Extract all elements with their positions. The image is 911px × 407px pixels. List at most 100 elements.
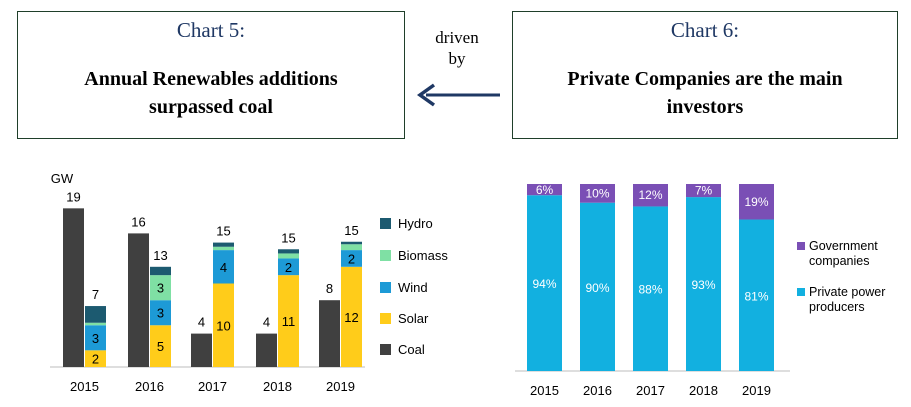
bar-segment-private	[633, 206, 668, 371]
bar-total-label: 15	[216, 224, 230, 239]
chart-6-headline-line2: investors	[666, 96, 744, 118]
legend-swatch-biomass	[380, 250, 391, 261]
chart-5-annual-additions: GW 19 2 3 7 16 5 3 3 13 10 4 15 11 2 15 12 2 15 4 4 8 2015 2016…	[50, 171, 448, 394]
bar-segment-biomass	[150, 275, 171, 301]
x-tick-label: 2015	[70, 379, 99, 394]
chart-5-headline-line2: surpassed coal	[149, 96, 273, 118]
legend-swatch-private	[797, 288, 805, 296]
bar-segment-solar	[85, 350, 106, 367]
bar-segment-government	[527, 184, 562, 196]
chart-6-investors-share: 94% 6% 2015 90% 10% 2016 88% 12% 2017 93% 7% 2018 81…	[515, 183, 885, 398]
legend-swatch-coal	[380, 344, 391, 355]
private-share-label: 94%	[532, 277, 556, 291]
bar-segment-government	[739, 184, 774, 220]
legend-label: Solar	[398, 311, 429, 326]
chart-5-caption-box: Chart 5: Annual Renewables additions sur…	[17, 11, 405, 139]
legend-line: Private power	[809, 285, 885, 299]
legend-label-private: Private power producers	[809, 285, 885, 314]
chart-5-title: Chart 5:	[176, 18, 246, 42]
bar-segment-biomass	[341, 244, 362, 251]
legend-swatch-government	[797, 242, 805, 250]
legend-label: Biomass	[398, 248, 448, 263]
bar-segment-solar	[213, 283, 234, 367]
segment-label: 3	[157, 281, 164, 296]
segment-label: 5	[157, 339, 164, 354]
segment-label: 3	[92, 331, 99, 346]
coal-value-label: 8	[326, 281, 333, 296]
bar-segment-biomass	[213, 246, 234, 251]
x-tick-label: 2019	[326, 379, 355, 394]
bar-segment-solar	[341, 266, 362, 367]
government-share-label: 6%	[536, 183, 554, 197]
bar-total-label: 13	[153, 248, 167, 263]
bar-segment-government	[686, 184, 721, 198]
bar-segment-government	[633, 184, 668, 207]
bar-segment-wind	[213, 250, 234, 284]
bar-segment-private	[686, 197, 721, 371]
coal-value-label: 4	[198, 315, 205, 330]
private-share-label: 88%	[638, 283, 662, 297]
legend-swatch-hydro	[380, 218, 391, 229]
bar-segment-coal	[191, 333, 212, 367]
bar-total-label: 15	[344, 223, 358, 238]
segment-label: 2	[285, 260, 292, 275]
bar-segment-biomass	[85, 322, 106, 326]
bar-segment-private	[527, 195, 562, 371]
bar-segment-wind	[278, 258, 299, 276]
bar-segment-private	[580, 202, 615, 371]
x-tick-label: 2016	[583, 383, 612, 398]
legend-label: Wind	[398, 280, 428, 295]
chart-6-headline: Private Companies are the main investors	[513, 65, 897, 121]
private-share-label: 81%	[744, 289, 768, 303]
legend-label-government: Government companies	[809, 239, 878, 268]
bar-segment-biomass	[278, 253, 299, 259]
x-tick-label: 2015	[530, 383, 559, 398]
x-tick-label: 2016	[135, 379, 164, 394]
government-share-label: 7%	[695, 184, 713, 198]
segment-label: 12	[344, 310, 358, 325]
legend-line: Government	[809, 239, 878, 253]
chart-6-title: Chart 6:	[670, 18, 740, 42]
x-tick-label: 2017	[636, 383, 665, 398]
x-tick-label: 2018	[689, 383, 718, 398]
segment-label: 11	[282, 314, 296, 329]
bar-segment-coal	[63, 208, 84, 367]
connector-line2: by	[448, 49, 466, 68]
bar-segment-hydro	[213, 242, 234, 247]
segment-label: 4	[220, 260, 227, 275]
bar-segment-hydro	[85, 306, 106, 323]
bar-segment-hydro	[150, 266, 171, 276]
bar-total-label: 19	[66, 189, 80, 204]
legend-label: Coal	[398, 342, 425, 357]
legend-line: companies	[809, 254, 869, 268]
chart-5-headline-line1: Annual Renewables additions	[84, 68, 338, 90]
bar-segment-hydro	[341, 241, 362, 245]
bar-total-label: 15	[281, 230, 295, 245]
legend-swatch-solar	[380, 313, 391, 324]
segment-label: 2	[348, 251, 355, 266]
bar-segment-government	[580, 184, 615, 203]
segment-label: 2	[92, 352, 99, 367]
chart-5-headline: Annual Renewables additions surpassed co…	[18, 65, 404, 121]
bar-segment-wind	[85, 325, 106, 351]
legend-line: producers	[809, 300, 865, 314]
bar-segment-solar	[150, 325, 171, 367]
bar-total-label: 16	[131, 214, 145, 229]
government-share-label: 19%	[744, 195, 768, 209]
bar-segment-wind	[341, 250, 362, 267]
connector-line1: driven	[435, 28, 479, 47]
private-share-label: 90%	[585, 281, 609, 295]
legend-swatch-wind	[380, 282, 391, 293]
segment-label: 10	[216, 318, 230, 333]
bar-segment-coal	[128, 233, 149, 367]
left-arrow-icon	[416, 83, 500, 107]
chart-6-caption-box: Chart 6: Private Companies are the main …	[512, 11, 898, 139]
unit-label: GW	[51, 171, 74, 186]
x-tick-label: 2019	[742, 383, 771, 398]
legend-label: Hydro	[398, 216, 433, 231]
segment-label: 3	[157, 306, 164, 321]
chart-6-headline-line1: Private Companies are the main	[567, 68, 843, 90]
private-share-label: 93%	[691, 278, 715, 292]
bar-segment-solar	[278, 275, 299, 367]
government-share-label: 12%	[638, 188, 662, 202]
